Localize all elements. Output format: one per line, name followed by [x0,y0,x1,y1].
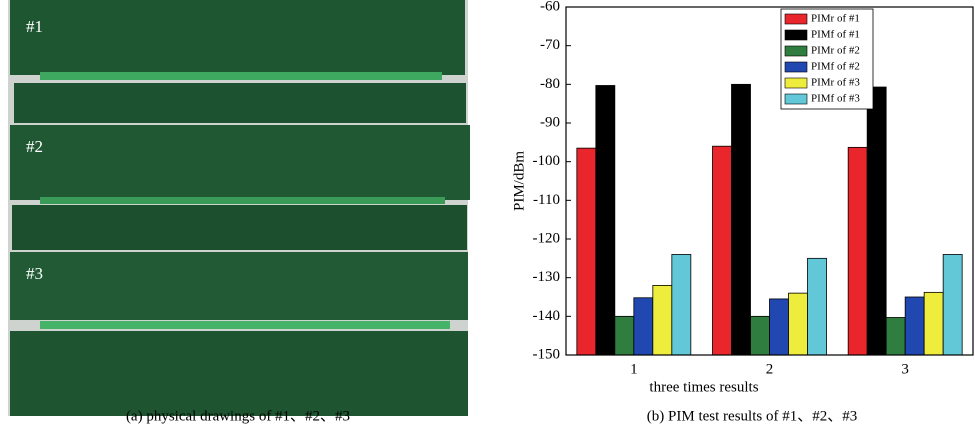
bar [769,298,789,356]
strip [40,321,450,329]
y-tick-label: -150 [533,346,561,362]
legend-label: PIMr of #2 [811,45,860,57]
plot-frame [565,6,974,356]
bar [807,257,827,356]
board [10,125,470,200]
legend-label: PIMf of #2 [811,61,860,73]
legend-label: PIMr of #3 [811,77,860,89]
strip [40,72,442,80]
caption: (b) PIM test results of #1、#2、#3 [647,408,857,424]
legend-box [780,8,874,110]
legend-swatch [784,45,808,57]
strip [40,197,445,204]
y-tick-label: -120 [533,230,561,246]
legend-swatch [784,77,808,89]
x-axis-label: three times results [649,379,758,395]
bar [788,292,808,356]
y-tick-label: -130 [533,269,561,285]
photo: #1 #2 #3 (a) physical drawings of #1、#2、… [8,0,470,424]
y-tick-label: -140 [533,308,561,324]
bar [712,145,732,356]
y-tick-label: -100 [533,153,561,169]
bar [576,147,597,356]
legend-label: PIMf of #3 [811,93,860,105]
bar [847,146,868,356]
bar [731,83,751,356]
y-tick-label: -80 [540,76,560,92]
board [10,331,468,416]
y-tick-label: -60 [540,0,560,14]
y-axis-label: PIM/dBm [511,151,527,211]
legend-swatch [784,13,808,25]
bar [750,315,770,356]
x-tick-label: 3 [901,361,909,377]
legend-swatch [784,93,808,105]
board [10,252,468,320]
board-label: #1 [26,17,43,36]
bar [595,85,616,356]
legend-label: PIMr of #1 [811,13,860,25]
x-tick-label: 2 [766,361,774,377]
bar [904,296,925,356]
bar [652,284,673,356]
legend-label: PIMf of #1 [811,29,860,41]
bar [923,291,944,356]
bar [942,254,963,356]
bar [671,254,692,356]
board [10,0,465,75]
board [12,205,467,250]
y-tick-label: -70 [540,37,560,53]
bar [866,86,887,356]
board-label: #3 [26,264,43,283]
y-tick-label: -110 [533,192,560,208]
bar [633,297,654,356]
legend-swatch [784,61,808,73]
y-tick-label: -90 [540,114,560,130]
x-tick-label: 1 [630,361,638,377]
legend-swatch [784,29,808,41]
bar [885,317,906,356]
board [14,83,466,123]
board-label: #2 [26,137,43,156]
caption: (a) physical drawings of #1、#2、#3 [126,408,350,424]
bar [614,315,635,356]
